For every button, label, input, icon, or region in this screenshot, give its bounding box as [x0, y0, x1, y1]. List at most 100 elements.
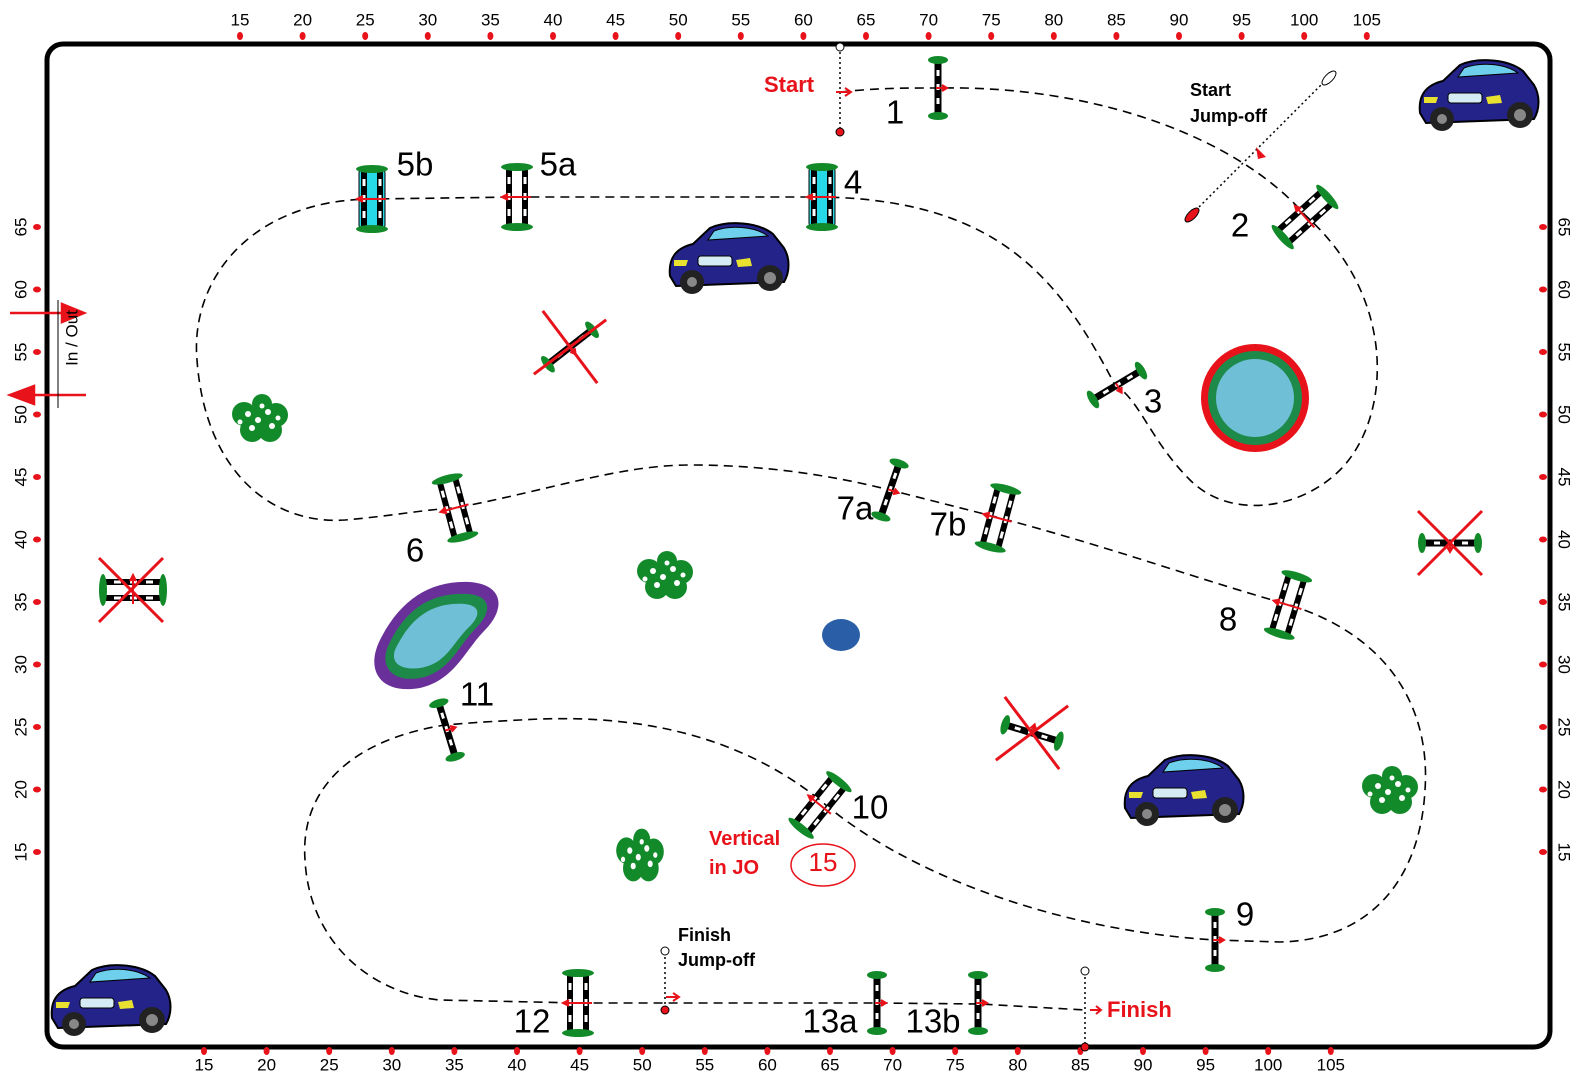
ruler-label: 25 — [11, 718, 30, 737]
ruler-label: 60 — [794, 10, 813, 29]
ruler-mark — [1050, 32, 1057, 40]
ruler-mark — [1539, 286, 1547, 293]
ruler-mark — [237, 32, 243, 40]
ruler-label: 100 — [1290, 10, 1318, 29]
ruler-mark — [33, 599, 41, 605]
ruler-mark — [299, 32, 306, 40]
ruler-label: 35 — [1555, 593, 1574, 612]
finish-jump-off-line — [660, 946, 681, 1015]
ruler-label: 100 — [1254, 1055, 1282, 1074]
ruler-label: 60 — [1555, 280, 1574, 299]
start-jump-off-label: Start Jump-off — [1190, 80, 1268, 126]
ruler-label: 90 — [1134, 1055, 1153, 1074]
ruler-mark — [988, 32, 995, 40]
ruler-mark — [33, 786, 41, 793]
ruler-mark — [827, 1047, 833, 1055]
ruler-mark — [764, 1047, 771, 1055]
ruler-label: 85 — [1071, 1055, 1090, 1074]
ruler-mark — [33, 286, 41, 293]
ruler-mark — [1539, 724, 1547, 730]
ruler-mark — [576, 1047, 583, 1055]
ruler-mark — [889, 1047, 896, 1055]
ruler-mark — [612, 32, 619, 40]
ruler-label: 35 — [445, 1055, 464, 1074]
ruler-mark — [701, 1047, 708, 1055]
ruler-mark — [1301, 32, 1308, 40]
ruler-mark — [1327, 1047, 1334, 1055]
note-fence: 15 — [809, 847, 838, 877]
ruler-label: 95 — [1196, 1055, 1215, 1074]
ruler-mark — [424, 32, 431, 40]
decorations — [6, 59, 1540, 1037]
arena — [44, 41, 1553, 1050]
ruler-mark — [33, 536, 41, 543]
ruler-label: 95 — [1232, 10, 1251, 29]
ruler-mark — [800, 32, 807, 40]
ruler-label: 20 — [11, 780, 30, 799]
ruler-label: 30 — [11, 655, 30, 674]
ruler-mark — [675, 32, 682, 40]
fence-number: 12 — [514, 1003, 551, 1040]
fence-number: 2 — [1231, 207, 1249, 244]
fence-number: 7a — [837, 490, 874, 527]
ruler-mark — [514, 1047, 520, 1055]
ruler-label: 60 — [758, 1055, 777, 1074]
ruler-label: 30 — [418, 10, 437, 29]
text-line: in JO — [709, 857, 759, 879]
ruler-label: 45 — [606, 10, 625, 29]
ruler-label: 25 — [1555, 718, 1574, 737]
ruler-label: 55 — [11, 343, 30, 362]
fence-number: 11 — [460, 676, 494, 713]
text-line: Jump-off — [678, 950, 756, 970]
ruler-mark — [1014, 1047, 1021, 1055]
ruler-mark — [1539, 536, 1547, 543]
fence-number: 5a — [540, 146, 577, 183]
fence-number: 1 — [886, 94, 904, 131]
ruler-label: 90 — [1170, 10, 1189, 29]
entrance-label: In / Out — [62, 310, 81, 366]
ruler-label: 20 — [293, 10, 312, 29]
ruler-label: 30 — [382, 1055, 401, 1074]
ruler-label: 55 — [695, 1055, 714, 1074]
ruler-mark — [1539, 786, 1547, 793]
ruler-label: 50 — [1555, 405, 1574, 424]
ruler-mark — [33, 349, 41, 355]
fence-number: 3 — [1144, 383, 1162, 420]
ruler-label: 25 — [320, 1055, 339, 1074]
fence-number: 5b — [397, 146, 434, 183]
ruler-label: 20 — [257, 1055, 276, 1074]
ruler-label: 80 — [1044, 10, 1063, 29]
ruler-mark — [33, 724, 41, 730]
ruler-mark — [33, 474, 41, 480]
ruler-mark — [451, 1047, 458, 1055]
ruler-label: 20 — [1555, 780, 1574, 799]
ruler-mark — [1363, 32, 1370, 40]
ruler-mark — [639, 1047, 646, 1055]
ruler-mark — [863, 32, 869, 40]
rulers: 15 20 25 30 35 40 45 50 55 60 65 70 75 80 85 90 95 100 105… — [11, 10, 1573, 1074]
ruler-mark — [1202, 1047, 1209, 1055]
ruler-label: 50 — [633, 1055, 652, 1074]
fence-number: 13a — [802, 1003, 858, 1040]
ruler-mark — [1539, 474, 1547, 480]
ruler-mark — [1113, 32, 1120, 40]
note-label: Vertical in JO — [709, 828, 780, 879]
ruler-label: 40 — [544, 10, 563, 29]
ruler-label: 15 — [231, 10, 250, 29]
ruler-mark — [1238, 32, 1245, 40]
ruler-mark — [1539, 599, 1547, 605]
finish-label: Finish — [1107, 997, 1172, 1022]
ruler-mark — [487, 32, 494, 40]
start-line — [835, 42, 853, 137]
start-label: Start — [764, 72, 815, 97]
ruler-mark — [1539, 349, 1547, 355]
ruler-mark — [1539, 224, 1547, 230]
ruler-mark — [388, 1047, 395, 1055]
ruler-mark — [263, 1047, 270, 1055]
ruler-mark — [362, 32, 369, 40]
ruler-label: 15 — [1555, 843, 1574, 862]
finish-jump-off-label: Finish Jump-off — [678, 925, 756, 970]
ruler-label: 75 — [946, 1055, 965, 1074]
